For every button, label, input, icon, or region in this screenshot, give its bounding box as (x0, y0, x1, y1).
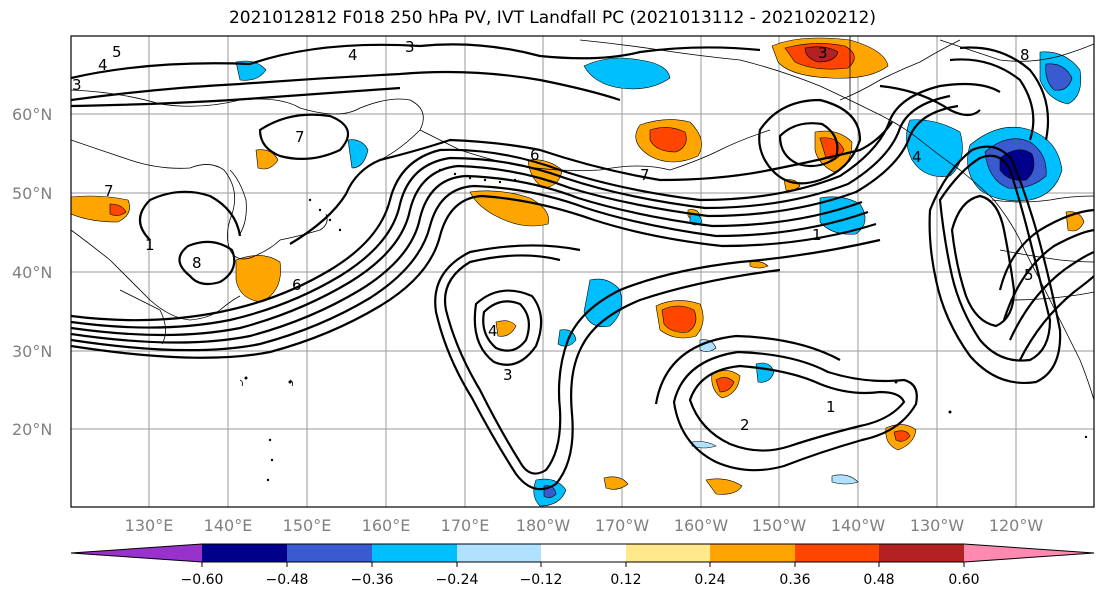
colorbar-segment (879, 544, 964, 562)
contour-label: 7 (295, 128, 305, 146)
lon-label: 120°W (989, 516, 1044, 535)
latitude-axis: 60°N 50°N 40°N 30°N 20°N (12, 105, 52, 439)
contour-label: 3 (818, 44, 828, 62)
contour-labels: 4 5 3 4 3 3 4 7 1 6 8 7 7 1 4 3 2 1 5 6 … (72, 38, 1034, 434)
contour-label: 6 (292, 276, 302, 294)
contour-label: 1 (826, 398, 836, 416)
colorbar-segment (710, 544, 795, 562)
contour-label: 5 (112, 43, 122, 61)
lon-label: 130°W (910, 516, 965, 535)
lon-label: 160°W (674, 516, 729, 535)
lat-label: 50°N (12, 184, 52, 203)
colorbar-segment (795, 544, 879, 562)
contour-label: 3 (72, 76, 82, 94)
colorbar-label: −0.48 (266, 572, 309, 588)
map-title: 2021012812 F018 250 hPa PV, IVT Landfall… (228, 8, 876, 28)
colorbar-segment (457, 544, 541, 562)
contour-label: 4 (348, 46, 358, 64)
colorbar-label: −0.36 (351, 572, 394, 588)
pv-contours (71, 43, 1094, 491)
colorbar-segment (287, 544, 372, 562)
lat-label: 60°N (12, 105, 52, 124)
contour-label: 3 (503, 366, 513, 384)
colorbar-label: −0.12 (520, 572, 563, 588)
contour-label: 2 (740, 416, 750, 434)
lon-label: 150°E (283, 516, 332, 535)
colorbar-extend-low (71, 544, 202, 562)
lon-label: 140°E (204, 516, 253, 535)
lon-label: 140°W (831, 516, 886, 535)
lon-label: 160°E (362, 516, 411, 535)
map-frame (70, 35, 1095, 508)
contour-label: 3 (405, 38, 415, 56)
colorbar-label: 0.60 (948, 572, 979, 588)
colorbar-label: 0.48 (863, 572, 894, 588)
lat-label: 30°N (12, 342, 52, 361)
lon-label: 170°E (441, 516, 490, 535)
contour-label: 1 (812, 226, 822, 244)
gridlines (71, 36, 1094, 507)
lat-label: 40°N (12, 263, 52, 282)
colorbar-segment (372, 544, 457, 562)
contour-label: 4 (98, 56, 108, 74)
colorbar-extend-high (964, 544, 1094, 562)
positive-anomaly-shading (71, 37, 1085, 495)
contour-label: 6 (530, 146, 540, 164)
contour-label: 5 (1024, 266, 1034, 284)
lon-label: 150°W (752, 516, 807, 535)
colorbar-label: 0.12 (610, 572, 641, 588)
colorbar-label: −0.24 (436, 572, 479, 588)
contour-label: 4 (912, 148, 922, 166)
island-markers (244, 168, 1088, 482)
colorbar-label: −0.60 (181, 572, 224, 588)
lon-label: 170°W (595, 516, 650, 535)
contour-label: 7 (640, 166, 650, 184)
lat-label: 20°N (12, 420, 52, 439)
colorbar-segment (541, 544, 626, 562)
colorbar-label: 0.36 (779, 572, 810, 588)
contour-label: 1 (145, 236, 155, 254)
colorbar: −0.60 −0.48 −0.36 −0.24 −0.12 0.12 0.24 … (70, 543, 1095, 588)
lon-label: 180°W (516, 516, 571, 535)
contour-label: 7 (104, 182, 114, 200)
contour-label: 4 (488, 322, 498, 340)
longitude-axis: 130°E 140°E 150°E 160°E 170°E 180°W 170°… (125, 516, 1044, 535)
colorbar-segment (626, 544, 710, 562)
colorbar-label: 0.24 (694, 572, 725, 588)
colorbar-segment (202, 544, 287, 562)
contour-label: 8 (192, 254, 202, 272)
contour-label: 8 (1020, 46, 1030, 64)
lon-label: 130°E (125, 516, 174, 535)
